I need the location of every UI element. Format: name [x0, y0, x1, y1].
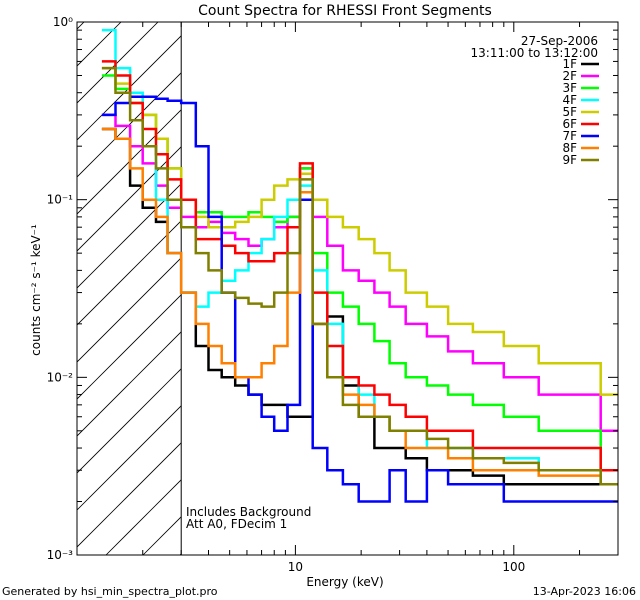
series-7f-line — [101, 95, 618, 503]
hatch-line — [77, 331, 182, 437]
hatch-line — [77, 442, 182, 548]
chart-title: Count Spectra for RHESSI Front Segments — [198, 3, 492, 19]
x-tick-label: 10 — [288, 560, 303, 574]
legend-label-4f: 4F — [562, 93, 577, 107]
hatch-line — [77, 22, 122, 67]
axis-ticks — [76, 21, 619, 556]
legend-label-8f: 8F — [562, 141, 577, 155]
generated-by-label: Generated by hsi_min_spectra_plot.pro — [2, 585, 218, 598]
plot-frame — [76, 21, 619, 556]
low-energy-hatch — [77, 22, 182, 555]
x-tick-label: 100 — [502, 560, 525, 574]
series-layer — [101, 28, 618, 503]
annotation-background: Includes Background — [186, 505, 311, 519]
legend-label-7f: 7F — [562, 129, 577, 143]
hatch-line — [77, 72, 182, 178]
y-tick-label: 10⁰ — [53, 15, 73, 29]
y-tick-label: 10⁻³ — [47, 548, 74, 562]
hatch-line — [77, 35, 182, 141]
series-6f-line — [101, 60, 618, 472]
hatch-line — [77, 257, 182, 363]
timestamp-label: 13-Apr-2023 16:06 — [533, 585, 636, 598]
series-9f-line — [101, 66, 618, 486]
hatch-line — [77, 183, 182, 289]
hatch-line — [77, 22, 159, 104]
hatch-line — [77, 405, 182, 511]
legend-label-1f: 1F — [562, 57, 577, 71]
y-axis-label: counts cm⁻² s⁻¹ keV⁻¹ — [29, 224, 43, 356]
axis-tick-labels: 10 100 10⁻³ 10⁻² 10⁻¹ 10⁰ — [47, 15, 526, 574]
y-tick-label: 10⁻² — [47, 370, 74, 384]
hatch-line — [77, 220, 182, 326]
hatch-line — [77, 109, 182, 215]
annotation-attenuator: Att A0, FDecim 1 — [186, 517, 287, 531]
legend-label-3f: 3F — [562, 81, 577, 95]
legend-label-9f: 9F — [562, 153, 577, 167]
hatch-line — [77, 146, 182, 252]
x-axis-label: Energy (keV) — [306, 575, 383, 589]
date-label: 27-Sep-2006 — [521, 34, 598, 48]
legend-label-5f: 5F — [562, 105, 577, 119]
legend-label-6f: 6F — [562, 117, 577, 131]
hatch-line — [105, 479, 182, 555]
series-5f-line — [101, 66, 618, 396]
hatch-line — [77, 368, 182, 474]
time-range-label: 13:11:00 to 13:12:00 — [471, 46, 598, 60]
legend-label-2f: 2F — [562, 69, 577, 83]
y-tick-label: 10⁻¹ — [47, 193, 74, 207]
series-1f-line — [101, 127, 601, 486]
